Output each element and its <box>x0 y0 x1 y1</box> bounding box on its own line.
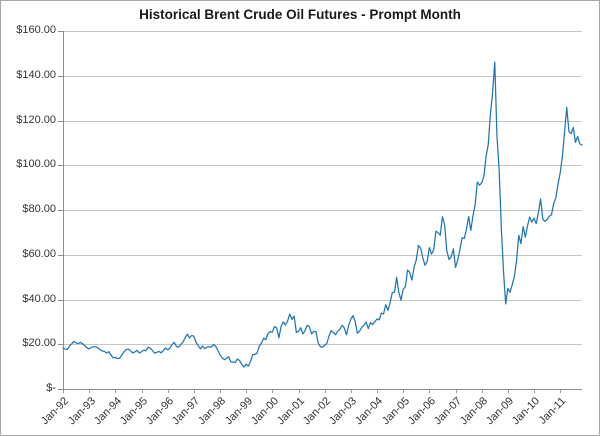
y-axis-label: $60.00 <box>22 247 56 260</box>
price-line-series <box>62 61 583 368</box>
y-axis-label: $20.00 <box>22 337 56 350</box>
y-axis-label: $80.00 <box>22 203 56 215</box>
y-axis-label: $120.00 <box>16 113 56 126</box>
y-axis-label: $100.00 <box>16 158 56 171</box>
chart-title: Historical Brent Crude Oil Futures - Pro… <box>139 7 461 22</box>
y-axis-label: $40.00 <box>22 292 56 305</box>
y-axis-label: $160.00 <box>16 24 56 36</box>
y-axis-label: $- <box>46 382 56 394</box>
y-axis-label: $140.00 <box>16 68 56 81</box>
